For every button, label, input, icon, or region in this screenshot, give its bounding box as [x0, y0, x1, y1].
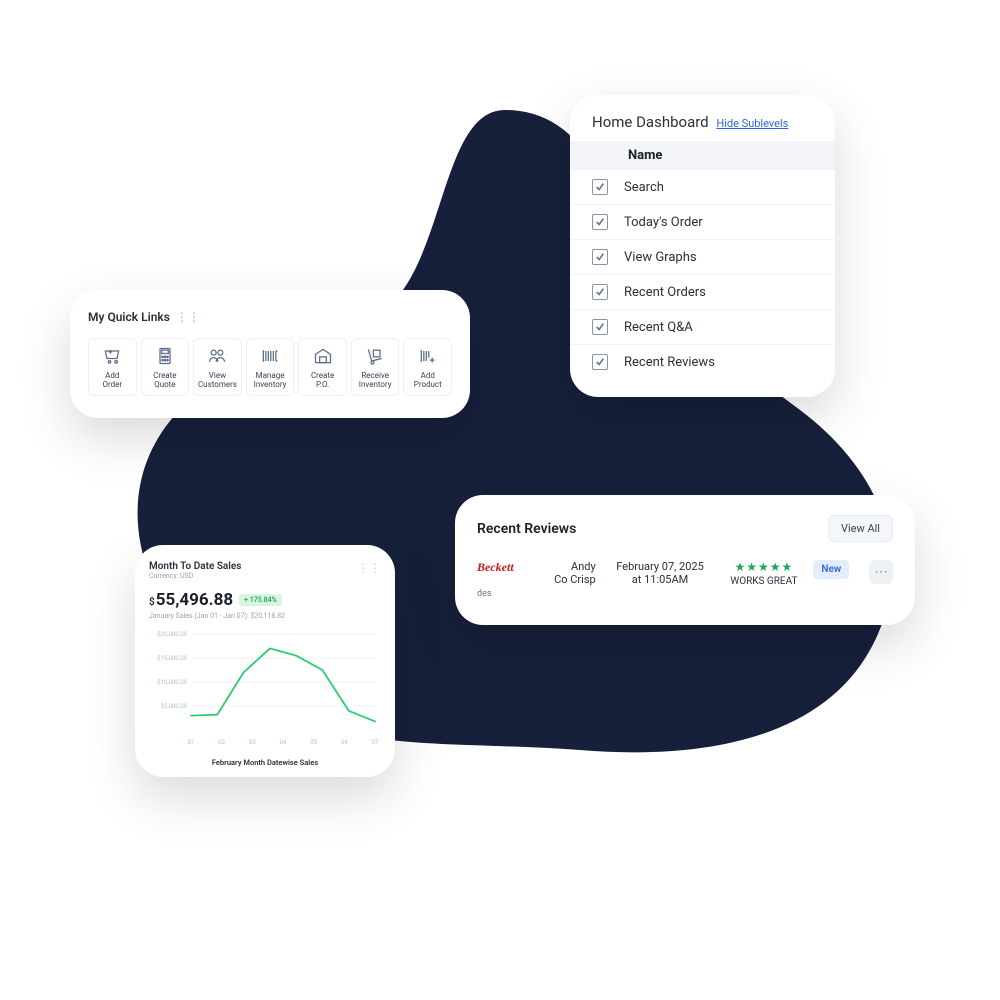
quick-link-label: AddOrder [91, 371, 134, 389]
view-customers-button[interactable]: ViewCustomers [193, 338, 242, 396]
checkbox[interactable] [592, 214, 608, 230]
row-label: Recent Reviews [624, 355, 715, 370]
home-dashboard-rows: Search Today's Order View Graphs Recent … [570, 170, 835, 379]
drag-handle-icon[interactable]: ⋮⋮ [357, 561, 381, 575]
drag-handle-icon[interactable]: ⋮⋮ [176, 310, 200, 324]
svg-text:06: 06 [341, 739, 348, 746]
checkbox[interactable] [592, 319, 608, 335]
home-dashboard-card: Home Dashboard Hide Sublevels Name Searc… [570, 95, 835, 397]
barcode-icon [259, 345, 281, 367]
sales-title: Month To Date Sales [149, 561, 241, 572]
svg-text:05: 05 [310, 739, 317, 746]
home-dashboard-header: Home Dashboard Hide Sublevels [570, 113, 835, 141]
review-text: WORKS GREAT [724, 576, 803, 587]
review-brand: Beckett [477, 560, 531, 575]
sales-line-chart: $5,000.00 $10,000.00 $15,000.00 $20,000.00 0… [149, 628, 381, 748]
quick-link-label: CreateQuote [144, 371, 187, 389]
svg-text:04: 04 [280, 739, 287, 746]
table-row: Search [570, 170, 835, 205]
row-label: Today's Order [624, 215, 703, 230]
quick-link-label: ViewCustomers [196, 371, 239, 389]
svg-text:$10,000.00: $10,000.00 [157, 679, 187, 686]
review-date: February 07, 2025 [606, 560, 715, 573]
sales-change-badge: + 175.84% [239, 594, 282, 606]
row-label: Search [624, 180, 664, 195]
checkbox[interactable] [592, 284, 608, 300]
row-label: Recent Q&A [624, 320, 693, 335]
sales-amount: $55,496.88 [149, 590, 233, 610]
svg-text:$15,000.00: $15,000.00 [157, 655, 187, 662]
table-row: Recent Orders [570, 275, 835, 310]
users-icon [206, 345, 228, 367]
recent-reviews-card: Recent Reviews View All Beckett des Andy… [455, 495, 915, 625]
quick-links-card: My Quick Links ⋮⋮ AddOrder CreateQuote V… [70, 290, 470, 418]
calculator-icon [154, 345, 176, 367]
more-actions-button[interactable]: ⋯ [869, 560, 893, 584]
checkbox[interactable] [592, 249, 608, 265]
hide-sublevels-link[interactable]: Hide Sublevels [716, 117, 788, 130]
home-dashboard-title: Home Dashboard [592, 113, 709, 131]
checkbox[interactable] [592, 179, 608, 195]
svg-text:$20,000.00: $20,000.00 [157, 631, 187, 638]
sales-card: Month To Date Sales Currency: USD ⋮⋮ $55… [135, 545, 395, 777]
svg-text:01: 01 [188, 739, 195, 746]
checkbox[interactable] [592, 354, 608, 370]
row-label: Recent Orders [624, 285, 706, 300]
quick-link-label: ReceiveInventory [354, 371, 397, 389]
table-row: Today's Order [570, 205, 835, 240]
svg-text:03: 03 [249, 739, 256, 746]
view-all-button[interactable]: View All [828, 515, 893, 542]
svg-text:02: 02 [218, 739, 225, 746]
quick-link-label: ManageInventory [249, 371, 292, 389]
review-brand-sub: des [477, 589, 531, 599]
cart-icon [101, 345, 123, 367]
table-row: Recent Q&A [570, 310, 835, 345]
svg-text:07: 07 [372, 739, 379, 746]
quick-link-label: CreateP.O. [301, 371, 344, 389]
status-badge: New [813, 560, 849, 579]
table-row: Recent Reviews [570, 345, 835, 379]
svg-text:$5,000.00: $5,000.00 [161, 703, 188, 710]
create-quote-button[interactable]: CreateQuote [141, 338, 190, 396]
sales-caption: February Month Datewise Sales [149, 758, 381, 767]
reviewer-name-bottom: Co Crisp [541, 573, 595, 586]
row-label: View Graphs [624, 250, 697, 265]
add-product-button[interactable]: AddProduct [403, 338, 452, 396]
sales-subtitle: Currency: USD [149, 572, 241, 580]
warehouse-icon [312, 345, 334, 367]
table-row: View Graphs [570, 240, 835, 275]
reviewer-name-top: Andy [541, 560, 595, 573]
quick-links-title-text: My Quick Links [88, 310, 170, 324]
recent-reviews-title: Recent Reviews [477, 521, 576, 537]
review-time: at 11:05AM [606, 573, 715, 586]
table-column-header: Name [570, 141, 835, 170]
manage-inventory-button[interactable]: ManageInventory [246, 338, 295, 396]
dolly-icon [364, 345, 386, 367]
barcode-plus-icon [417, 345, 439, 367]
quick-links-grid: AddOrder CreateQuote ViewCustomers Manag… [88, 338, 452, 396]
review-row: Beckett des Andy Co Crisp February 07, 2… [477, 560, 893, 599]
star-rating: ★★★★★ [724, 560, 803, 574]
add-order-button[interactable]: AddOrder [88, 338, 137, 396]
quick-links-title: My Quick Links ⋮⋮ [88, 310, 452, 324]
sales-note: January Sales (Jan 01 - Jan 07): $20,118… [149, 612, 381, 620]
receive-inventory-button[interactable]: ReceiveInventory [351, 338, 400, 396]
create-po-button[interactable]: CreateP.O. [298, 338, 347, 396]
quick-link-label: AddProduct [406, 371, 449, 389]
